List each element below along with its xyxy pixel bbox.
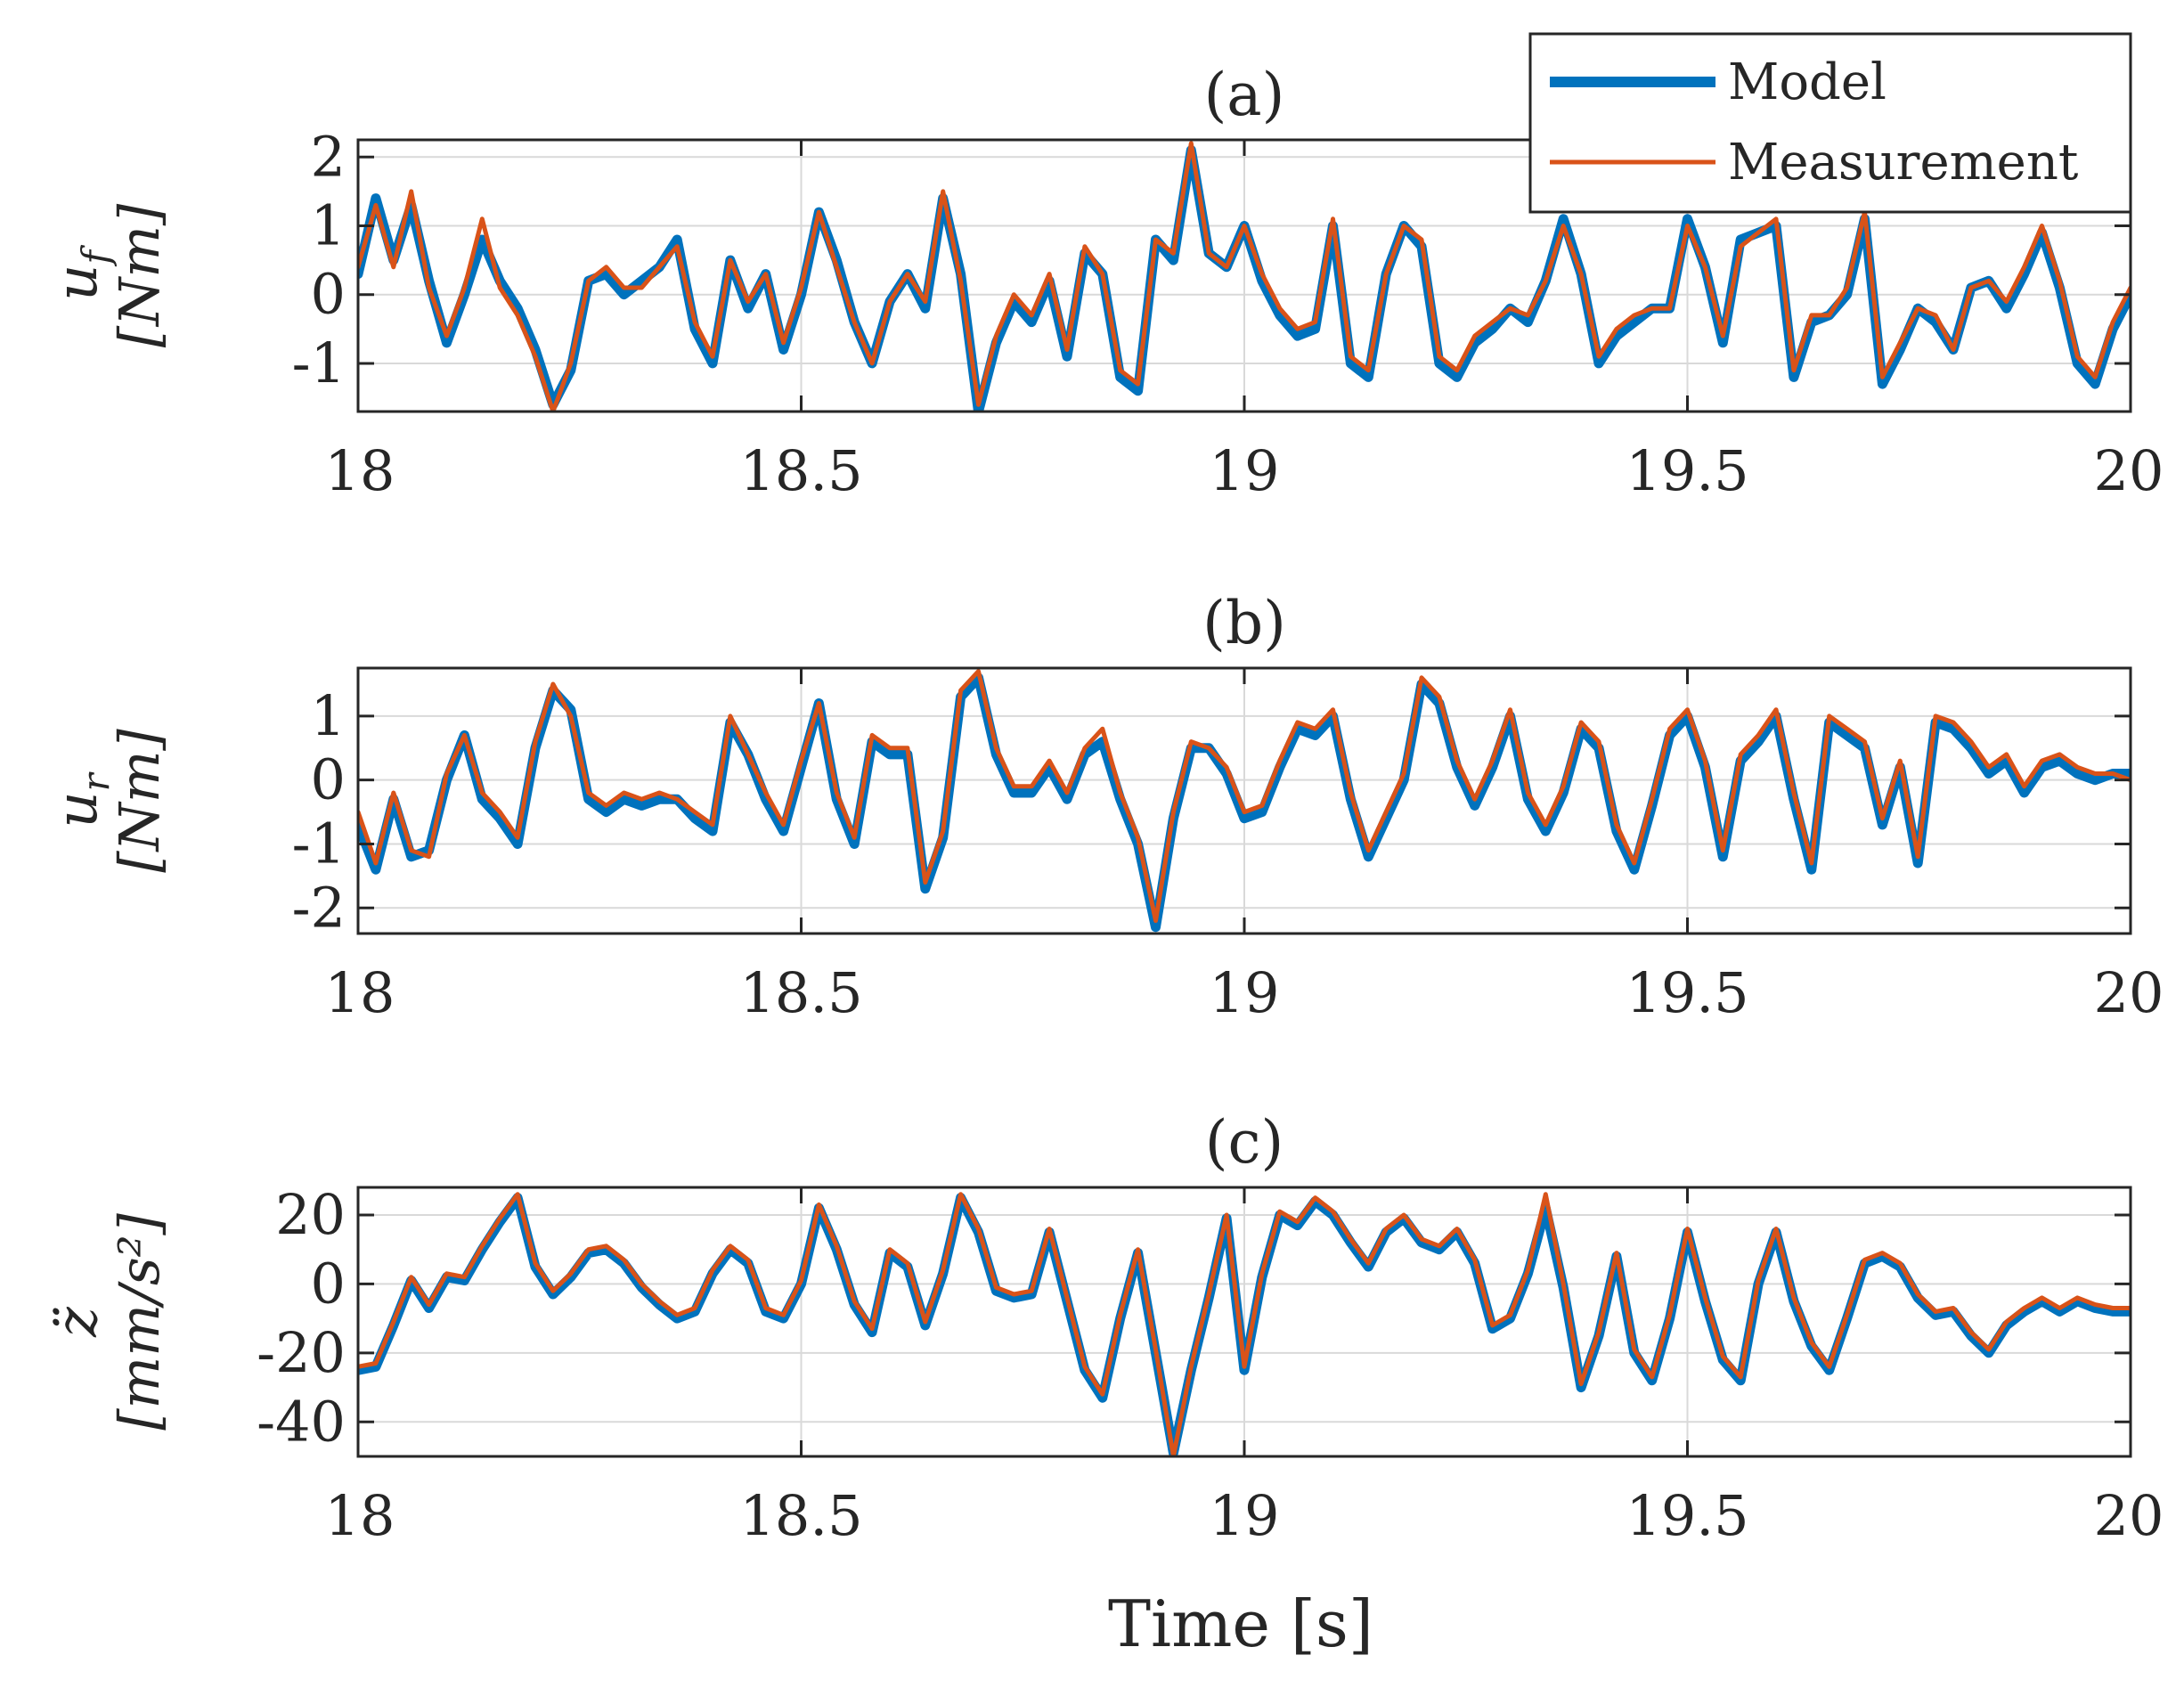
panel-b: 18 18.5 19 19.5 20 -2-101 (b) ur[Nm] [45,589,2164,1025]
y-tick-label: -20 [257,1320,346,1385]
y-tick-label: -40 [257,1389,346,1454]
legend-label-model: Model [1728,53,1887,111]
x-tick-label: 18.5 [739,438,862,503]
x-tick-label: 19 [1210,960,1280,1025]
series-line-measurement [358,141,2131,412]
panel-title: (c) [1205,1108,1284,1177]
x-tick-label: 18.5 [739,960,862,1025]
series-line-measurement [358,1192,2131,1456]
y-tick-label: 0 [311,262,346,327]
x-tick-label: 19.5 [1626,960,1748,1025]
y-label-unit: [Nm] [107,728,172,872]
x-tick-label: 20 [2094,1483,2164,1548]
x-tick-label: 20 [2094,438,2164,503]
y-tick-label: 0 [311,1251,346,1316]
x-tick-label: 20 [2094,960,2164,1025]
legend-label-measurement: Measurement [1728,134,2079,192]
panel-title: (a) [1204,61,1285,129]
y-tick-label: 0 [311,747,346,812]
x-axis-label: Time [s] [1108,1586,1373,1661]
x-tick-label: 19.5 [1626,438,1748,503]
y-axis-label: z̈[mm/s²] [45,1212,172,1430]
x-tick-label: 19 [1210,1483,1280,1548]
y-tick-label: 1 [311,193,346,258]
panel-title: (b) [1202,589,1286,657]
x-tick-label: 18 [325,438,395,503]
legend: Model Measurement [1528,32,2132,214]
y-tick-label: -1 [292,330,346,395]
y-tick-label: 2 [311,124,346,189]
y-tick-label: 20 [275,1182,346,1247]
series-line-measurement [358,669,2131,924]
y-label-subscript: r [74,771,118,791]
y-tick-label: -2 [292,875,346,940]
x-tick-label: 18.5 [739,1483,862,1548]
y-tick-label: 1 [311,683,346,748]
y-axis-label: uf[Nm] [45,203,172,347]
y-tick-label: -1 [292,811,346,876]
legend-box [1528,32,2132,214]
x-tick-label: 19.5 [1626,1483,1748,1548]
y-label-unit: [mm/s²] [107,1212,172,1430]
x-tick-label: 18 [325,960,395,1025]
x-tick-label: 19 [1210,438,1280,503]
x-tick-label: 18 [325,1483,395,1548]
y-label-unit: [Nm] [107,203,172,347]
series-line-model [358,673,2131,933]
y-label-symbol: z̈ [45,1306,110,1338]
y-axis-label: ur[Nm] [45,728,172,872]
